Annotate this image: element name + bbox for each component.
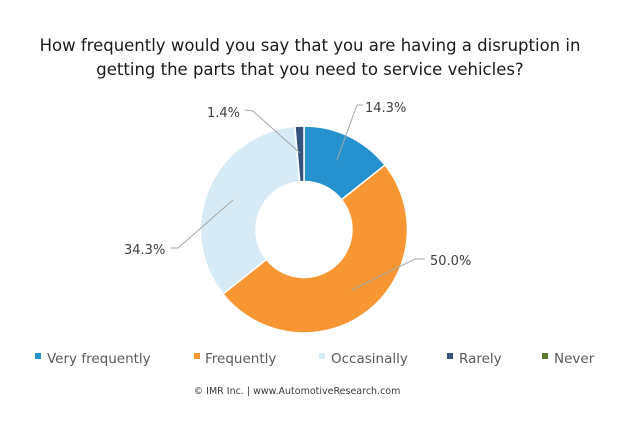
copyright-footer: © IMR Inc. | www.AutomotiveResearch.com — [194, 386, 401, 397]
legend-marker-never — [542, 353, 548, 359]
slice-frequently[interactable] — [221, 163, 409, 334]
chart-title-line-2: getting the parts that you need to servi… — [96, 60, 523, 79]
leader-line-very-frequently — [336, 104, 363, 161]
legend-label-very-frequently: Very frequently — [47, 351, 151, 367]
leader-line-frequently — [351, 258, 425, 291]
data-label-rarely: 1.4% — [207, 106, 240, 121]
chart-title-line-1: How frequently would you say that you ar… — [40, 36, 581, 55]
legend-marker-rarely — [447, 353, 453, 359]
legend-marker-very-frequently — [35, 353, 41, 359]
legend-marker-occasinally — [319, 353, 325, 359]
legend-label-occasinally: Occasinally — [331, 351, 408, 367]
slice-occasinally[interactable] — [199, 125, 301, 296]
legend: Very frequently Frequently Occasinally R… — [35, 351, 595, 367]
leader-lines-group — [171, 104, 425, 291]
legend-item-rarely[interactable]: Rarely — [447, 351, 502, 367]
legend-label-rarely: Rarely — [459, 351, 502, 367]
legend-item-never[interactable]: Never — [542, 351, 595, 367]
data-label-very-frequently: 14.3% — [365, 101, 406, 116]
legend-label-frequently: Frequently — [205, 351, 276, 367]
legend-marker-frequently — [194, 353, 200, 359]
legend-item-frequently[interactable]: Frequently — [194, 351, 276, 367]
slice-rarely[interactable] — [294, 125, 305, 183]
legend-item-very-frequently[interactable]: Very frequently — [35, 351, 151, 367]
data-label-occasinally: 34.3% — [124, 243, 165, 258]
leader-line-rarely — [244, 109, 301, 154]
data-label-frequently: 50.0% — [430, 254, 471, 269]
slices-group — [199, 125, 409, 334]
legend-label-never: Never — [554, 351, 595, 367]
leader-line-occasinally — [171, 199, 234, 249]
legend-item-occasinally[interactable]: Occasinally — [319, 351, 408, 367]
